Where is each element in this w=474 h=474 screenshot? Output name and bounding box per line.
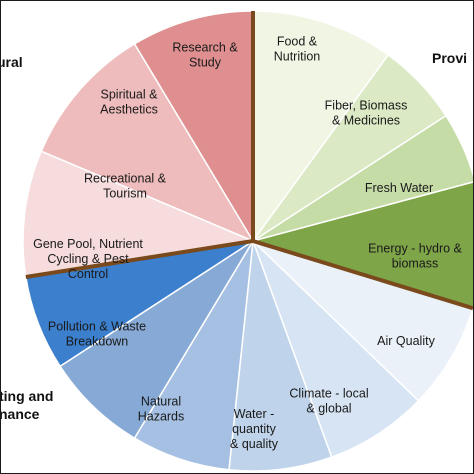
label-energy-hydro-biomass-line-2: biomass [392, 257, 439, 271]
label-climate-local-global: Climate - local & global [289, 387, 368, 416]
label-spiritual-aesthetics: Spiritual & Aesthetics [100, 88, 158, 117]
wedge-food-nutrition [252, 10, 390, 244]
label-water-quantity-quality-line-1: Water - [234, 407, 275, 421]
group-label-provisioning: Provi [432, 50, 467, 66]
wedge-energy-hydro-biomass [250, 181, 473, 310]
group-label-cultural: ural [1, 54, 23, 70]
label-energy-hydro-biomass: Energy - hydro & biomass [368, 242, 462, 271]
label-energy-hydro-biomass-line-1: Energy - hydro & [368, 242, 462, 256]
label-fiber-biomass-medicines: Fiber, Biomass & Medicines [325, 99, 408, 128]
label-gene-pool-nutrient-cycling-line-2: Cycling & Pest [47, 252, 129, 266]
label-recreational-tourism-line-1: Recreational & [84, 172, 167, 186]
label-air-quality-line-1: Air Quality [377, 334, 435, 348]
label-food-nutrition-line-2: Nutrition [274, 50, 321, 64]
label-pollution-waste-breakdown-line-2: Breakdown [66, 335, 129, 349]
label-recreational-tourism-line-2: Tourism [103, 187, 147, 201]
label-water-quantity-quality: Water -quantity & quality [230, 407, 279, 451]
label-spiritual-aesthetics-line-1: Spiritual & [101, 88, 159, 102]
label-research-study-line-1: Research & [172, 41, 238, 55]
label-gene-pool-nutrient-cycling-line-3: Control [68, 267, 108, 281]
label-gene-pool-nutrient-cycling: Gene Pool, Nutrient Cycling & Pest Control [33, 237, 143, 281]
label-pollution-waste-breakdown: Pollution & Waste Breakdown [48, 320, 146, 349]
label-natural-hazards: Natural Hazards [138, 395, 185, 424]
label-research-study: Research & Study [172, 41, 238, 70]
wedge-recreational-tourism [22, 150, 256, 278]
divider-regulating-cultural [25, 239, 254, 279]
wedge-spiritual-aesthetics [40, 42, 255, 243]
label-water-quantity-quality-line-3: & quality [230, 437, 279, 451]
wedge-pollution-waste-breakdown [59, 240, 254, 440]
label-fresh-water-line-1: Fresh Water [365, 181, 433, 195]
wedge-fresh-water [252, 114, 473, 242]
group-label-supporting-line-2: nance [1, 406, 40, 422]
group-label-supporting-line-1: ting and [1, 388, 53, 404]
label-gene-pool-nutrient-cycling-line-1: Gene Pool, Nutrient [33, 237, 143, 251]
label-air-quality: Air Quality [377, 334, 435, 348]
label-food-nutrition: Food & Nutrition [274, 35, 321, 64]
label-fiber-biomass-medicines-line-1: Fiber, Biomass [325, 99, 408, 113]
label-pollution-waste-breakdown-line-1: Pollution & Waste [48, 320, 146, 334]
wedge-research-study [133, 10, 254, 244]
label-climate-local-global-line-2: & global [306, 402, 351, 416]
wedge-air-quality [252, 240, 473, 402]
label-recreational-tourism: Recreational & Tourism [84, 172, 167, 201]
divider-provisioning-regulating [252, 239, 473, 311]
label-research-study-line-2: Study [189, 56, 222, 70]
wedge-climate-local-global [252, 240, 420, 459]
label-fiber-biomass-medicines-line-2: & Medicines [332, 114, 400, 128]
label-fresh-water: Fresh Water [365, 181, 433, 195]
label-climate-local-global-line-1: Climate - local [289, 387, 368, 401]
label-spiritual-aesthetics-line-2: Aesthetics [100, 103, 158, 117]
wedge-water-quantity-quality [228, 240, 333, 472]
label-food-nutrition-line-1: Food & [277, 35, 318, 49]
label-natural-hazards-line-1: Natural [141, 395, 181, 409]
label-water-quantity-quality-line-2: quantity [232, 422, 277, 436]
label-natural-hazards-line-2: Hazards [138, 410, 185, 424]
